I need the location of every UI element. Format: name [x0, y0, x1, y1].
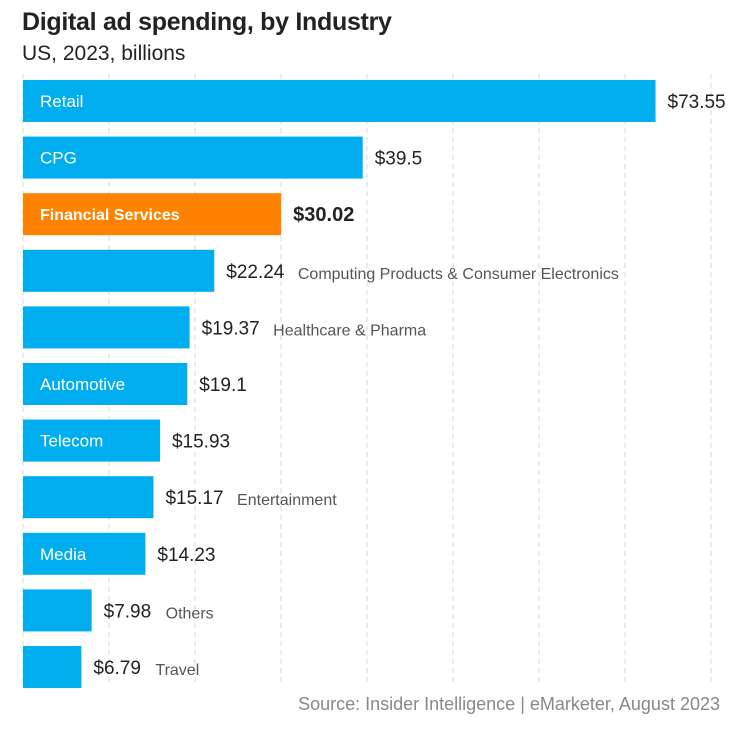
value-label: $6.79	[93, 658, 141, 679]
value-label: $19.1	[199, 375, 247, 396]
category-label: Financial Services	[40, 207, 180, 224]
category-label: Media	[40, 545, 87, 564]
bar	[23, 80, 656, 122]
category-label: Entertainment	[237, 492, 337, 509]
category-label: Healthcare & Pharma	[273, 322, 426, 339]
bar	[23, 249, 215, 292]
category-label: Retail	[40, 92, 83, 111]
value-label: $39.5	[375, 149, 423, 170]
bar	[23, 419, 160, 462]
category-label: Travel	[155, 662, 199, 679]
bar	[23, 476, 154, 519]
bar	[23, 589, 92, 632]
bar-chart: $73.55 Retail $39.5 CPG $30.02 Financial Serv…	[22, 74, 726, 688]
value-label: $7.98	[104, 601, 152, 622]
bar	[23, 136, 363, 179]
chart-subtitle: US, 2023, billions	[22, 42, 186, 65]
value-label: $15.93	[172, 432, 230, 453]
bar	[23, 646, 82, 688]
bar	[23, 532, 146, 575]
category-label: Computing Products & Consumer Electronic…	[298, 266, 619, 283]
category-label: Others	[166, 605, 214, 622]
value-label: $30.02	[293, 204, 354, 226]
category-label: CPG	[40, 149, 77, 168]
value-label: $73.55	[668, 92, 726, 113]
category-label: Automotive	[40, 375, 125, 394]
value-label: $22.24	[226, 262, 285, 283]
bar	[23, 363, 188, 405]
value-label: $19.37	[202, 318, 260, 339]
category-label: Telecom	[40, 432, 103, 451]
value-label: $15.17	[165, 488, 223, 509]
bar	[23, 193, 282, 236]
source-note: Source: Insider Intelligence | eMarketer…	[298, 694, 720, 714]
bar	[23, 306, 190, 349]
value-label: $14.23	[157, 545, 215, 566]
chart-title: Digital ad spending, by Industry	[22, 8, 392, 36]
